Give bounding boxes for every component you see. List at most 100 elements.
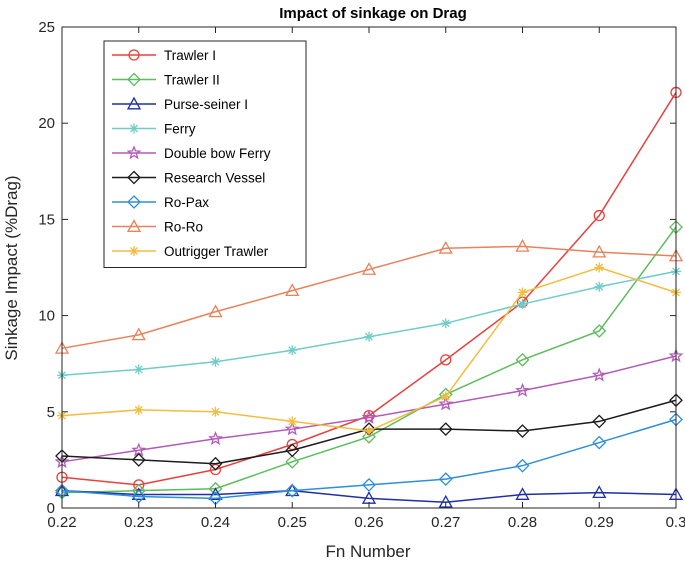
- data-point-trawler-i: [593, 209, 605, 222]
- legend-marker: [129, 246, 139, 256]
- legend-item-double-bow-ferry: Double bow Ferry: [112, 145, 271, 161]
- data-point-double-bow-ferry: [515, 382, 530, 397]
- data-point-ferry: [517, 299, 528, 310]
- x-tick-label: 0.28: [508, 514, 537, 531]
- legend-item-ro-ro: Ro-Ro: [112, 219, 203, 235]
- data-point-ro-ro: [438, 240, 453, 254]
- legend-label: Research Vessel: [164, 171, 265, 186]
- data-point-purse-seiner-i: [515, 487, 530, 500]
- legend-marker: [126, 96, 142, 110]
- y-tick-label: 10: [38, 308, 55, 325]
- data-point-ro-ro: [361, 262, 377, 275]
- series-line-ro-pax: [61, 418, 677, 500]
- data-point-double-bow-ferry: [284, 421, 300, 436]
- data-point-double-bow-ferry: [591, 367, 607, 382]
- series-layer: [54, 86, 684, 508]
- series-line-purse-seiner-i: [61, 489, 677, 503]
- data-point-research-vessel: [515, 424, 530, 438]
- legend-label: Ro-Pax: [164, 195, 209, 210]
- legend-item-outrigger-trawler: Outrigger Trawler: [112, 244, 269, 259]
- data-point-research-vessel: [438, 422, 453, 437]
- data-point-ferry: [364, 331, 374, 342]
- data-point-research-vessel: [208, 456, 223, 471]
- data-point-purse-seiner-i: [208, 487, 223, 500]
- data-point-ro-ro: [131, 327, 146, 341]
- data-point-trawler-ii: [515, 352, 530, 367]
- y-tick-label: 0: [47, 500, 55, 517]
- x-tick-label: 0.29: [585, 514, 614, 531]
- data-point-research-vessel: [592, 414, 607, 429]
- data-point-double-bow-ferry: [438, 396, 454, 411]
- y-tick-label: 20: [38, 115, 55, 132]
- legend-item-purse-seiner-i: Purse-seiner I: [112, 96, 248, 112]
- series-line-trawler-i: [61, 92, 677, 486]
- chart-title: Impact of sinkage on Drag: [279, 5, 467, 22]
- x-tick-label: 0.3: [666, 514, 685, 531]
- legend-label: Double bow Ferry: [164, 146, 271, 161]
- data-point-outrigger-trawler: [440, 391, 451, 402]
- legend-item-ro-pax: Ro-Pax: [112, 195, 209, 210]
- data-point-outrigger-trawler: [594, 262, 605, 273]
- legend-label: Outrigger Trawler: [164, 244, 269, 259]
- data-point-research-vessel: [131, 452, 146, 467]
- data-point-trawler-i: [440, 354, 452, 366]
- legend-label: Trawler II: [164, 73, 220, 88]
- series-outrigger-trawler: [57, 262, 681, 437]
- data-point-trawler-ii: [592, 324, 607, 338]
- legend-marker: [127, 72, 141, 87]
- legend-marker: [126, 145, 142, 160]
- legend-item-trawler-i: Trawler I: [112, 48, 216, 63]
- legend-marker: [127, 170, 141, 185]
- legend-marker: [127, 195, 141, 209]
- data-point-trawler-ii: [362, 429, 376, 444]
- data-point-ro-pax: [438, 472, 453, 487]
- legend-item-trawler-ii: Trawler II: [112, 73, 220, 88]
- data-point-outrigger-trawler: [517, 287, 528, 298]
- x-axis-label: Fn Number: [325, 542, 410, 561]
- legend-label: Ro-Ro: [164, 220, 203, 235]
- data-point-outrigger-trawler: [364, 426, 374, 437]
- x-tick-label: 0.24: [201, 514, 230, 531]
- legend: Trawler I Trawler II Purse-seiner I Ferry Do…: [103, 40, 307, 268]
- series-line-ro-ro: [61, 245, 677, 350]
- y-tick-label: 15: [38, 211, 55, 228]
- data-point-trawler-ii: [285, 454, 300, 469]
- data-point-double-bow-ferry: [208, 430, 223, 446]
- axes-layer: 0.22 0.23 0.24 0.25 0.26 0.27 0.28 0.29 0.3 0 5 10 1…: [38, 19, 685, 531]
- legend-item-ferry: Ferry: [112, 122, 196, 137]
- series-ro-ro: [54, 238, 684, 354]
- data-point-ro-pax: [285, 483, 300, 498]
- data-point-outrigger-trawler: [133, 404, 144, 415]
- legend-label: Trawler I: [164, 48, 216, 63]
- x-tick-label: 0.22: [47, 514, 76, 531]
- data-point-ro-pax: [592, 435, 607, 450]
- x-tick-label: 0.27: [431, 514, 460, 531]
- data-point-ro-pax: [362, 477, 376, 492]
- data-point-purse-seiner-i: [592, 485, 607, 499]
- data-point-ro-pax: [515, 458, 530, 473]
- legend-label: Purse-seiner I: [164, 97, 248, 112]
- x-tick-label: 0.23: [124, 514, 153, 531]
- data-point-double-bow-ferry: [361, 409, 377, 424]
- data-point-outrigger-trawler: [287, 416, 298, 427]
- x-tick-label: 0.25: [278, 514, 307, 531]
- legend-marker: [128, 49, 140, 61]
- data-point-ferry: [594, 281, 605, 292]
- y-tick-label: 25: [38, 19, 55, 36]
- data-point-trawler-i: [209, 463, 222, 476]
- y-axis-label: Sinkage Impact (%Drag): [2, 175, 21, 360]
- series-line-double-bow-ferry: [61, 355, 677, 463]
- data-point-outrigger-trawler: [210, 406, 221, 417]
- data-point-ferry: [133, 364, 144, 375]
- data-point-research-vessel: [285, 443, 300, 458]
- data-point-ro-ro: [592, 244, 607, 258]
- series-line-trawler-ii: [61, 226, 677, 494]
- data-point-ro-ro: [208, 304, 223, 318]
- legend-item-research-vessel: Research Vessel: [112, 171, 265, 186]
- data-point-double-bow-ferry: [131, 442, 147, 457]
- y-tick-label: 5: [47, 404, 55, 421]
- data-point-ferry: [440, 318, 451, 329]
- data-point-ro-ro: [285, 283, 300, 297]
